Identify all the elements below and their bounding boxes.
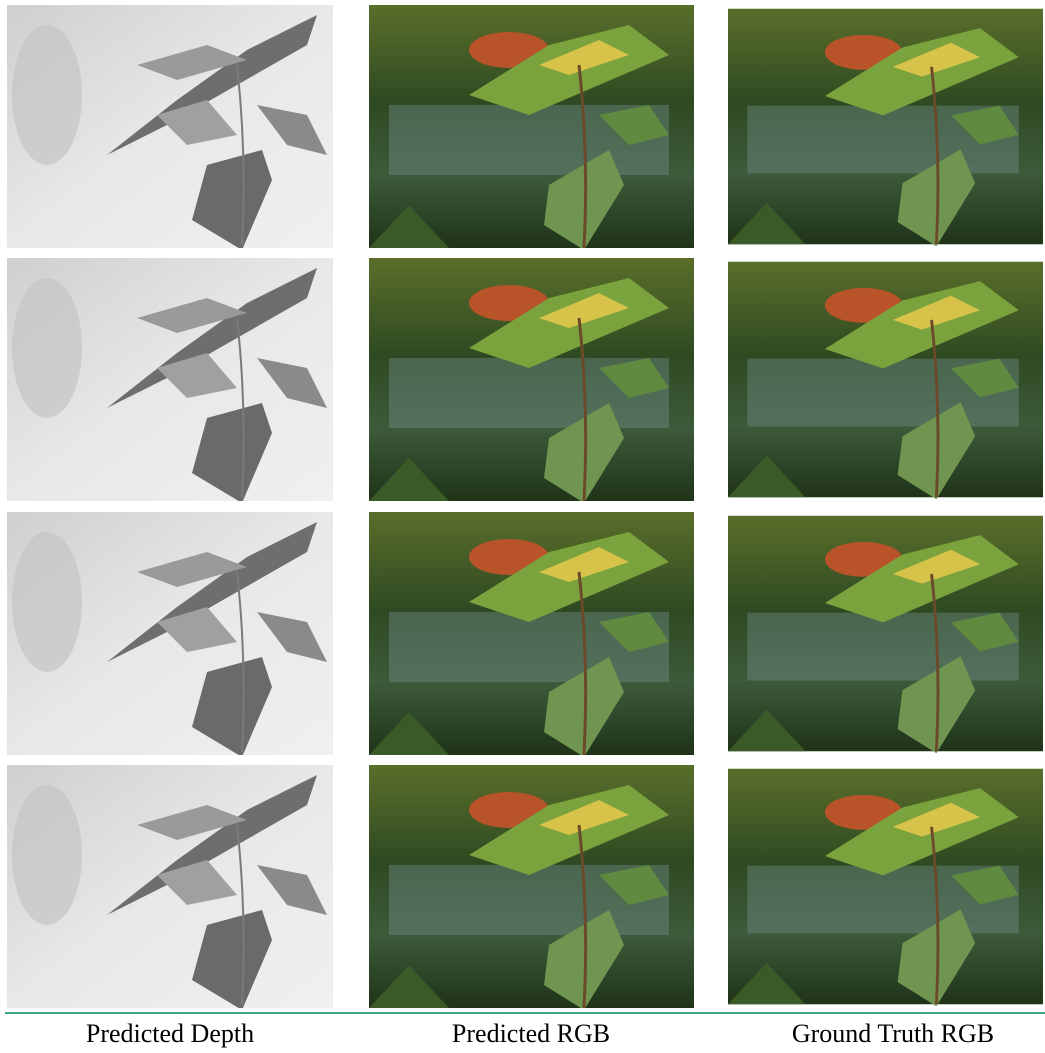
ground-truth-image [728, 516, 1043, 753]
row-2 [7, 258, 1043, 503]
predicted-rgb-image [369, 512, 694, 757]
predicted-rgb-image [369, 258, 694, 503]
row-4 [7, 765, 1043, 1010]
ground-truth-image [728, 262, 1043, 499]
ground-truth-image [728, 9, 1043, 246]
caption: Predicted RGB [452, 1019, 610, 1048]
depth-image [7, 512, 333, 757]
row-3 [7, 512, 1043, 757]
predicted-rgb-image [369, 765, 694, 1010]
caption: Predicted Depth [86, 1019, 254, 1048]
depth-image [7, 5, 333, 250]
caption: Ground Truth RGB [792, 1019, 994, 1048]
depth-image [7, 258, 333, 503]
depth-image [7, 765, 333, 1010]
row-1 [7, 5, 1043, 250]
figure: Predicted Depth Predicted RGB Ground Tru… [0, 0, 1045, 1053]
predicted-rgb-image [369, 5, 694, 250]
ground-truth-image [728, 769, 1043, 1006]
